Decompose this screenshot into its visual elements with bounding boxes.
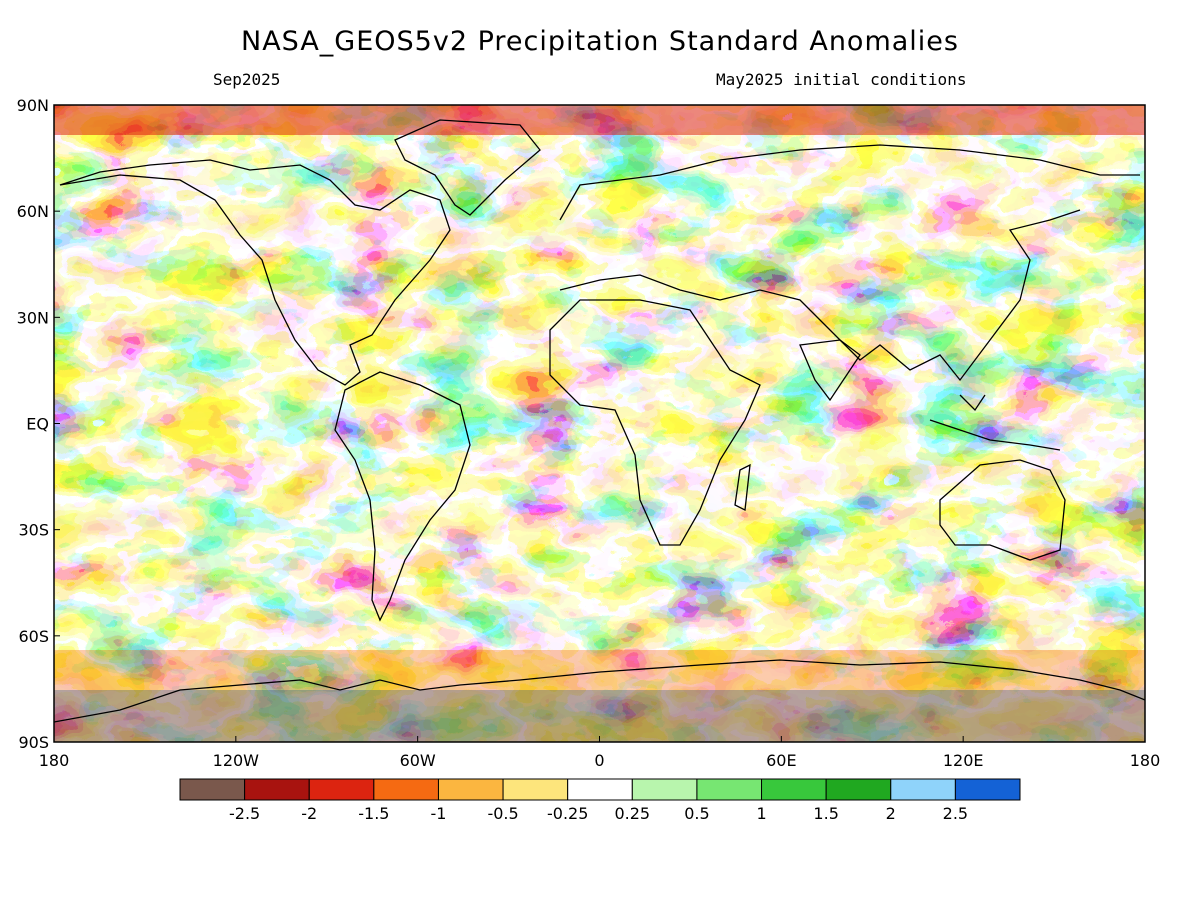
colorbar-label: 0.5 — [684, 804, 709, 823]
colorbar-label: -0.25 — [547, 804, 588, 823]
colorbar-label: 2.5 — [943, 804, 968, 823]
colorbar: -2.5 -2 -1.5 -1 -0.5 -0.25 0.25 0.5 1 1.5 2 2.5 — [179, 778, 1021, 823]
lon-label: 120W — [213, 751, 260, 770]
lon-label: 60W — [400, 751, 436, 770]
lat-label: 90N — [17, 96, 49, 115]
colorbar-label: 2 — [886, 804, 896, 823]
anomaly-field — [54, 105, 1145, 742]
colorbar-swatch — [696, 778, 763, 801]
colorbar-label: 0.25 — [614, 804, 650, 823]
lon-label: 120E — [943, 751, 984, 770]
colorbar-swatch — [631, 778, 698, 801]
lat-label: 30S — [18, 521, 49, 540]
colorbar-swatch — [373, 778, 439, 801]
madagascar-coast — [734, 463, 751, 511]
colorbar-swatch — [890, 778, 956, 801]
lat-label: 60N — [17, 202, 49, 221]
lat-label: 90S — [18, 733, 49, 752]
colorbar-swatch — [954, 778, 1021, 801]
longitude-axis: 180 120W 60W 0 60E 120E 180 — [39, 736, 1161, 770]
india-coast — [799, 339, 861, 402]
colorbar-swatch — [502, 778, 569, 801]
africa-coast — [549, 299, 761, 546]
antarctica-coast — [54, 659, 1145, 723]
colorbar-swatch — [244, 778, 310, 801]
coastlines — [54, 119, 1145, 723]
maritime-continent-coast — [929, 394, 1061, 451]
latitude-axis: 90N 60N 30N EQ 30S 60S 90S — [17, 96, 60, 752]
colorbar-label: 1.5 — [813, 804, 838, 823]
south-america-coast — [334, 371, 471, 622]
colorbar-label: -2.5 — [229, 804, 260, 823]
colorbar-swatch — [437, 778, 504, 801]
lat-label: 60S — [18, 627, 49, 646]
eurasia-coast — [559, 144, 1140, 382]
colorbar-label: -1.5 — [358, 804, 389, 823]
colorbar-label: -0.5 — [487, 804, 518, 823]
lat-label: EQ — [26, 415, 49, 434]
colorbar-swatch — [761, 778, 827, 801]
lon-label: 60E — [766, 751, 796, 770]
colorbar-label: -2 — [301, 804, 317, 823]
colorbar-swatch — [179, 778, 246, 801]
lon-label: 180 — [39, 751, 70, 770]
colorbar-swatch — [825, 778, 892, 801]
valid-month-label: Sep2025 — [213, 70, 281, 89]
colorbar-label: -1 — [430, 804, 446, 823]
lon-label: 180 — [1130, 751, 1161, 770]
lat-label: 30N — [17, 308, 49, 327]
colorbar-swatch — [308, 778, 375, 801]
init-conditions-label: May2025 initial conditions — [716, 70, 967, 89]
colorbar-swatch — [567, 778, 633, 801]
australia-coast — [939, 459, 1066, 561]
lon-label: 0 — [594, 751, 604, 770]
greenland-coast — [394, 119, 541, 216]
map-title: NASA_GEOS5v2 Precipitation Standard Anom… — [241, 26, 959, 57]
north-america-coast — [59, 159, 451, 386]
colorbar-label: 1 — [756, 804, 766, 823]
